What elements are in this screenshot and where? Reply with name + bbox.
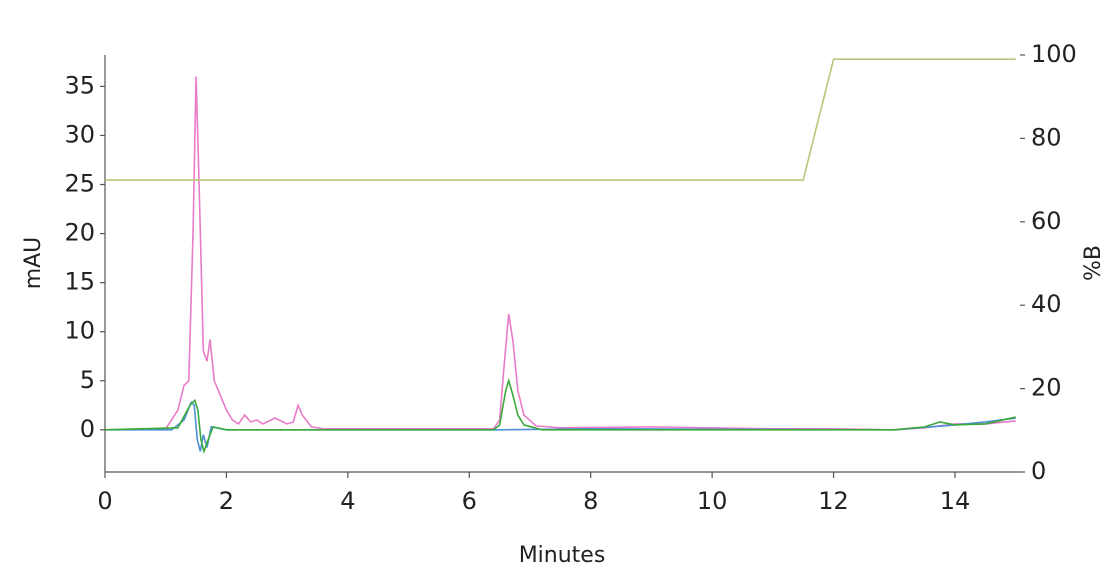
y2-tick-label: 0 <box>1031 457 1046 485</box>
y2-tick-label: 80 <box>1031 123 1062 151</box>
x-tick-label: 4 <box>340 487 355 515</box>
y-tick-label: 5 <box>80 366 95 394</box>
x-axis-label: Minutes <box>519 543 606 568</box>
series-line <box>104 377 1016 455</box>
y-tick-label: 35 <box>64 71 95 99</box>
x-tick-label: 2 <box>219 487 234 515</box>
y2-tick-label: 40 <box>1031 290 1062 318</box>
y2-tick-label: 100 <box>1031 40 1077 68</box>
x-tick-label: 6 <box>462 487 477 515</box>
y-tick-label: 30 <box>64 120 95 148</box>
x-tick-label: 12 <box>818 487 849 515</box>
y-tick-label: 10 <box>64 317 95 345</box>
x-tick-label: 8 <box>583 487 598 515</box>
series-line <box>105 58 1016 181</box>
x-tick-label: 10 <box>697 487 728 515</box>
x-tick-label: 0 <box>97 487 112 515</box>
y-tick-label: 25 <box>64 170 95 198</box>
series-line <box>105 400 1016 452</box>
y-axis-label: mAU <box>21 237 46 290</box>
x-tick-label: 14 <box>940 487 971 515</box>
y2-tick-label: 20 <box>1031 374 1062 402</box>
y-tick-label: 15 <box>64 268 95 296</box>
y2-axis-label: %B <box>1081 245 1106 281</box>
y-tick-label: 20 <box>64 219 95 247</box>
y-tick-label: 0 <box>80 415 95 443</box>
y2-tick-label: 60 <box>1031 207 1062 235</box>
series-line <box>104 76 1016 431</box>
